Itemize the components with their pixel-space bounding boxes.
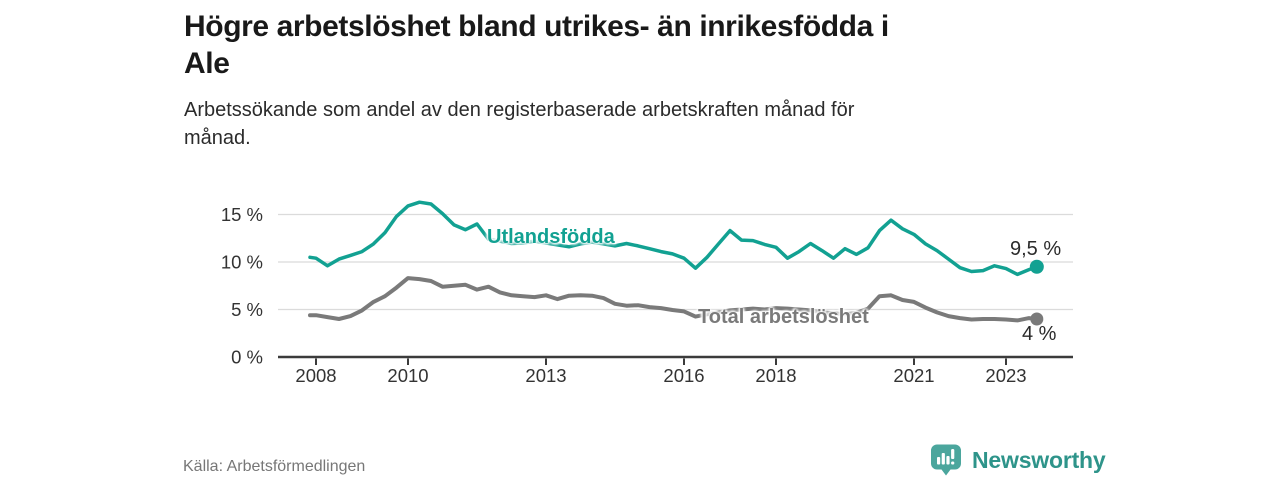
page-title: Högre arbetslöshet bland utrikes- än inr…	[184, 8, 1184, 82]
series-label-utlandsfodda: Utlandsfödda	[487, 226, 615, 248]
end-value-label-utlandsfodda: 9,5 %	[1010, 238, 1062, 260]
x-tick-label-2010: 2010	[387, 365, 428, 386]
logo-exclamation-dot	[951, 461, 955, 465]
chart-subtitle: Arbetssökande som andel av den registerb…	[184, 96, 1084, 152]
y-tick-label-5: 5 %	[231, 299, 263, 320]
series-end-dot-utlandsf-dda	[1029, 259, 1044, 274]
newsworthy-wordmark: Newsworthy	[972, 446, 1106, 473]
source-attribution: Källa: Arbetsförmedlingen	[183, 458, 366, 475]
logo-bar-2	[941, 453, 945, 465]
x-tick-label-2018: 2018	[755, 365, 796, 386]
y-tick-label-15: 15 %	[221, 204, 263, 225]
x-tick-label-2016: 2016	[663, 365, 704, 386]
subtitle-line-1: Arbetssökande som andel av den registerb…	[184, 99, 855, 121]
series-line-total-arbetsl-shet	[308, 276, 1039, 323]
logo-bar-1	[937, 457, 941, 465]
y-tick-label-10: 10 %	[221, 252, 263, 273]
subtitle-line-2: månad.	[184, 127, 251, 149]
end-value-label-total: 4 %	[1022, 323, 1057, 345]
x-tick-label-2021: 2021	[893, 365, 934, 386]
series-end-dot-total-arbetsl-shet	[1030, 312, 1044, 326]
series-label-total-arbetsloshet: Total arbetslöshet	[698, 306, 869, 328]
logo-exclamation-bar	[951, 449, 955, 459]
x-tick-label-2013: 2013	[525, 365, 566, 386]
x-tick-label-2008: 2008	[295, 365, 336, 386]
y-tick-label-0: 0 %	[231, 347, 263, 368]
newsworthy-logo-icon	[931, 444, 961, 476]
x-tick-label-2023: 2023	[985, 365, 1026, 386]
title-line-2: Ale	[184, 47, 230, 80]
logo-pin-shape	[931, 444, 961, 476]
title-line-1: Högre arbetslöshet bland utrikes- än inr…	[184, 10, 889, 43]
newsworthy-logo[interactable]: Newsworthy	[929, 443, 1106, 477]
logo-bar-3	[946, 456, 950, 465]
series-line-utlandsf-dda	[308, 200, 1039, 277]
